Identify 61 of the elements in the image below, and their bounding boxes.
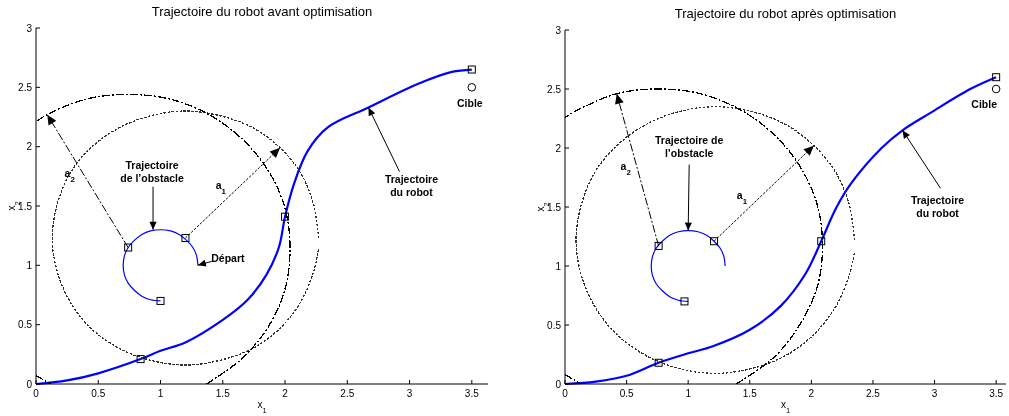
point (817, 237, 826, 246)
x-tick-label: 0.5 (91, 388, 106, 399)
point (467, 65, 476, 74)
y-tick-label: 0.5 (547, 319, 562, 331)
annotation: Départ (211, 252, 245, 265)
x-tick-label: 2.5 (866, 388, 881, 399)
annotation: Trajectoire du robot (910, 193, 965, 219)
y-tick-label: 2.5 (547, 83, 562, 95)
x-tick-label: 0 (33, 388, 40, 399)
annotation: a$_{2}$ (64, 167, 76, 184)
point (654, 358, 663, 367)
x-axis-title: x$_{1}$ (257, 399, 267, 415)
annotation: Trajectoire de l’obstacle (120, 159, 185, 185)
x-tick-label: 2 (808, 388, 815, 399)
y-tick-label: 2.5 (18, 81, 33, 93)
chart-title: Trajectoire du robot après optimisation (674, 6, 897, 21)
point (992, 73, 1001, 82)
x-tick-label: 3.5 (464, 388, 480, 399)
annotation: a$_{1}$ (736, 189, 748, 206)
y-tick-label: 0 (555, 378, 562, 390)
x-axis-title: x$_{1}$ (780, 399, 791, 415)
x-tick-label: 2.5 (340, 388, 355, 399)
x-tick-label: 3 (406, 388, 413, 399)
point (181, 234, 190, 243)
y-tick-label: 2 (555, 142, 562, 154)
annotation: Cible (456, 97, 483, 110)
point (654, 241, 663, 250)
point (124, 243, 133, 252)
point (680, 297, 689, 306)
point (156, 296, 165, 305)
y-tick-label: 0.5 (18, 319, 33, 331)
x-tick-label: 1.5 (742, 388, 758, 399)
point (136, 355, 145, 364)
point (991, 84, 1001, 94)
x-tick-label: 3.5 (989, 388, 1004, 399)
x-tick-label: 3 (931, 388, 938, 399)
y-tick-label: 1 (26, 259, 33, 271)
annotation: a$_{2}$ (620, 159, 632, 177)
annotation: Cible (971, 98, 998, 110)
chart-title: Trajectoire du robot avant optimisation (151, 4, 373, 19)
y-tick-label: 1.5 (547, 201, 562, 213)
point (467, 83, 477, 92)
x-tick-label: 1.5 (215, 388, 231, 399)
y-tick-label: 1.5 (18, 200, 33, 212)
line-series (51, 110, 320, 366)
annotation: a$_{1}$ (215, 178, 227, 196)
x-tick-label: 1 (157, 388, 164, 399)
x-tick-label: 1 (685, 388, 692, 399)
annotation: Trajectoire de l’obstacle (655, 134, 724, 160)
x-tick-label: 0 (562, 388, 569, 399)
line-series (575, 106, 856, 375)
y-tick-label: 0 (26, 378, 33, 390)
y-tick-label: 1 (555, 260, 562, 272)
x-tick-label: 2 (282, 388, 289, 399)
y-tick-label: 3 (26, 22, 33, 34)
x-tick-label: 0.5 (619, 388, 634, 399)
y-tick-label: 3 (555, 24, 562, 36)
point (281, 212, 290, 221)
annotation: Trajectoire du robot (384, 173, 439, 199)
point (710, 237, 719, 246)
y-tick-label: 2 (26, 141, 33, 153)
